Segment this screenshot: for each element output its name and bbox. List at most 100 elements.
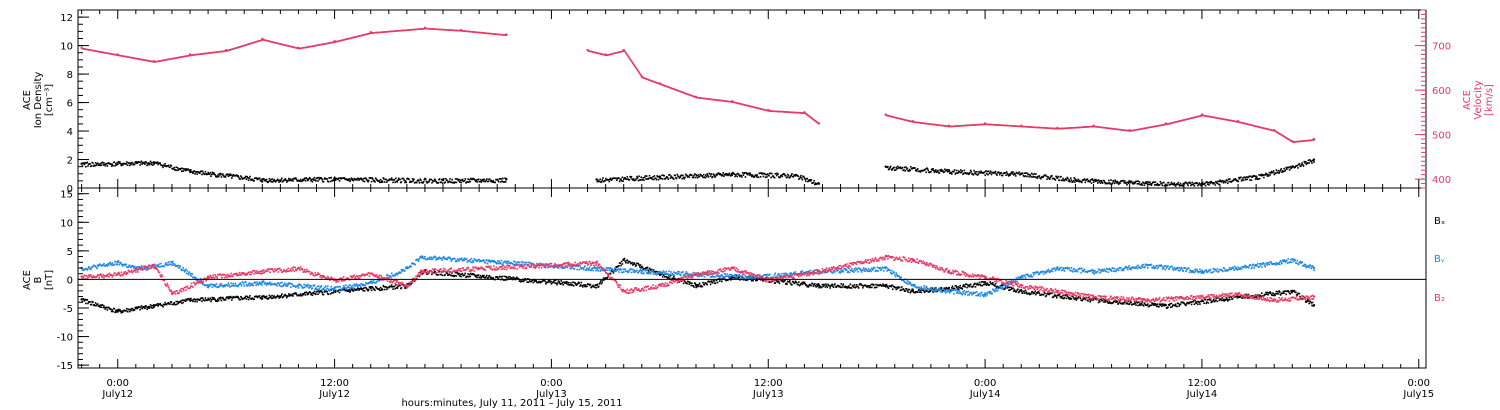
field-series-0-point xyxy=(839,285,841,288)
field-series-0-point xyxy=(559,283,562,285)
top-series-2-point xyxy=(1240,176,1242,179)
field-series-0-point xyxy=(128,308,130,311)
field-series-0-point xyxy=(639,264,642,266)
top-series-1-point xyxy=(707,176,710,178)
top-series-1-point xyxy=(727,174,729,177)
field-series-0-point xyxy=(240,297,243,299)
field-series-0-point xyxy=(1118,301,1121,303)
top-series-5-marker xyxy=(1273,128,1276,132)
field-series-1-point xyxy=(83,268,86,271)
top-series-0-point xyxy=(361,178,364,181)
top-series-2-point xyxy=(1084,181,1087,184)
field-series-0-point xyxy=(211,296,214,299)
top-series-0-point xyxy=(385,178,387,181)
field-series-0-point xyxy=(871,286,873,289)
field-series-0-point xyxy=(272,297,274,300)
field-series-0-point xyxy=(290,294,293,297)
field-series-0-point xyxy=(979,283,982,286)
field-series-0-point xyxy=(718,280,721,282)
top-series-2-point xyxy=(926,168,929,170)
top-series-0-point xyxy=(382,177,385,179)
top-series-2-point xyxy=(1092,181,1095,184)
field-series-0-point xyxy=(1218,299,1221,302)
field-series-0-point xyxy=(549,281,551,284)
field-series-0-point xyxy=(193,298,196,300)
field-series-0-point xyxy=(270,297,273,300)
top-series-2-point xyxy=(907,170,910,172)
field-series-0-point xyxy=(575,283,577,286)
top-series-1-point xyxy=(637,179,640,182)
field-series-0-point xyxy=(621,263,624,265)
top-series-2-point xyxy=(940,168,943,171)
top-series-0-point xyxy=(200,170,203,172)
field-series-0-point xyxy=(181,299,184,302)
field-series-0-point xyxy=(156,303,159,305)
field-series-0-point xyxy=(199,299,201,302)
top-series-2-point xyxy=(1042,176,1044,179)
field-series-0-point xyxy=(363,290,366,292)
top-series-0-point xyxy=(370,180,373,183)
field-series-0-point xyxy=(313,292,315,295)
field-series-0-point xyxy=(843,286,846,289)
field-series-0-point xyxy=(247,296,249,299)
top-series-1-point xyxy=(746,173,749,176)
top-series-2-point xyxy=(971,172,974,175)
field-series-0-point xyxy=(141,307,143,310)
field-series-0-point xyxy=(381,288,384,291)
field-series-0-point xyxy=(883,285,886,287)
field-series-0-point xyxy=(1141,301,1144,303)
top-series-4-marker xyxy=(803,111,806,114)
top-series-2-point xyxy=(1306,162,1309,165)
field-series-0-point xyxy=(661,276,664,278)
field-series-0-point xyxy=(295,293,298,295)
field-series-0-point xyxy=(165,303,168,306)
top-series-0-point xyxy=(99,162,102,165)
field-series-0-point xyxy=(986,282,989,284)
field-series-0-point xyxy=(203,299,206,302)
top-series-0-point xyxy=(415,181,418,184)
top-series-2-point xyxy=(1179,185,1181,187)
top-series-1-point xyxy=(657,176,659,178)
top-series-0-point xyxy=(263,177,265,180)
top-series-1-point xyxy=(597,179,599,182)
top-series-0-point xyxy=(222,174,225,177)
top-series-1-point xyxy=(706,173,709,175)
top-series-0-point xyxy=(83,162,85,165)
field-series-0-point xyxy=(568,282,570,284)
field-series-0-point xyxy=(581,286,584,288)
field-series-0-point xyxy=(1205,302,1208,305)
top-series-0-point xyxy=(374,181,376,183)
top-series-0-point xyxy=(206,173,209,176)
field-series-0-point xyxy=(433,270,436,272)
field-series-0-point xyxy=(1309,300,1312,303)
field-series-0-point xyxy=(448,273,451,276)
field-series-0-point xyxy=(782,281,785,283)
top-series-0-point xyxy=(366,179,369,182)
field-series-0-point xyxy=(1115,300,1118,302)
field-series-0-point xyxy=(1030,292,1032,295)
top-series-0-point xyxy=(488,178,491,181)
top-series-0-point xyxy=(313,176,316,179)
field-series-0-point xyxy=(410,283,412,285)
top-series-2-marker xyxy=(1128,181,1131,184)
top-series-0-point xyxy=(349,180,351,183)
field-series-0-point xyxy=(304,291,306,294)
top-series-2-point xyxy=(1250,179,1253,181)
field-series-1-point xyxy=(96,267,98,270)
field-series-0-point xyxy=(337,290,339,292)
field-series-0-point xyxy=(548,279,551,282)
top-series-0-point xyxy=(237,175,239,177)
field-series-0-point xyxy=(816,283,818,286)
top-series-2-point xyxy=(985,170,987,172)
field-series-0-point xyxy=(1075,299,1078,301)
top-series-2-point xyxy=(1125,181,1128,184)
field-series-0-point xyxy=(957,286,959,288)
field-series-0-point xyxy=(1193,303,1196,306)
field-series-0-point xyxy=(1190,303,1193,306)
field-series-0-point xyxy=(705,282,708,285)
top-series-4-marker xyxy=(658,82,662,85)
top-series-2-point xyxy=(925,171,927,174)
top-series-0-point xyxy=(450,181,453,184)
field-series-0-point xyxy=(1123,301,1126,304)
field-series-0-point xyxy=(1151,302,1153,304)
